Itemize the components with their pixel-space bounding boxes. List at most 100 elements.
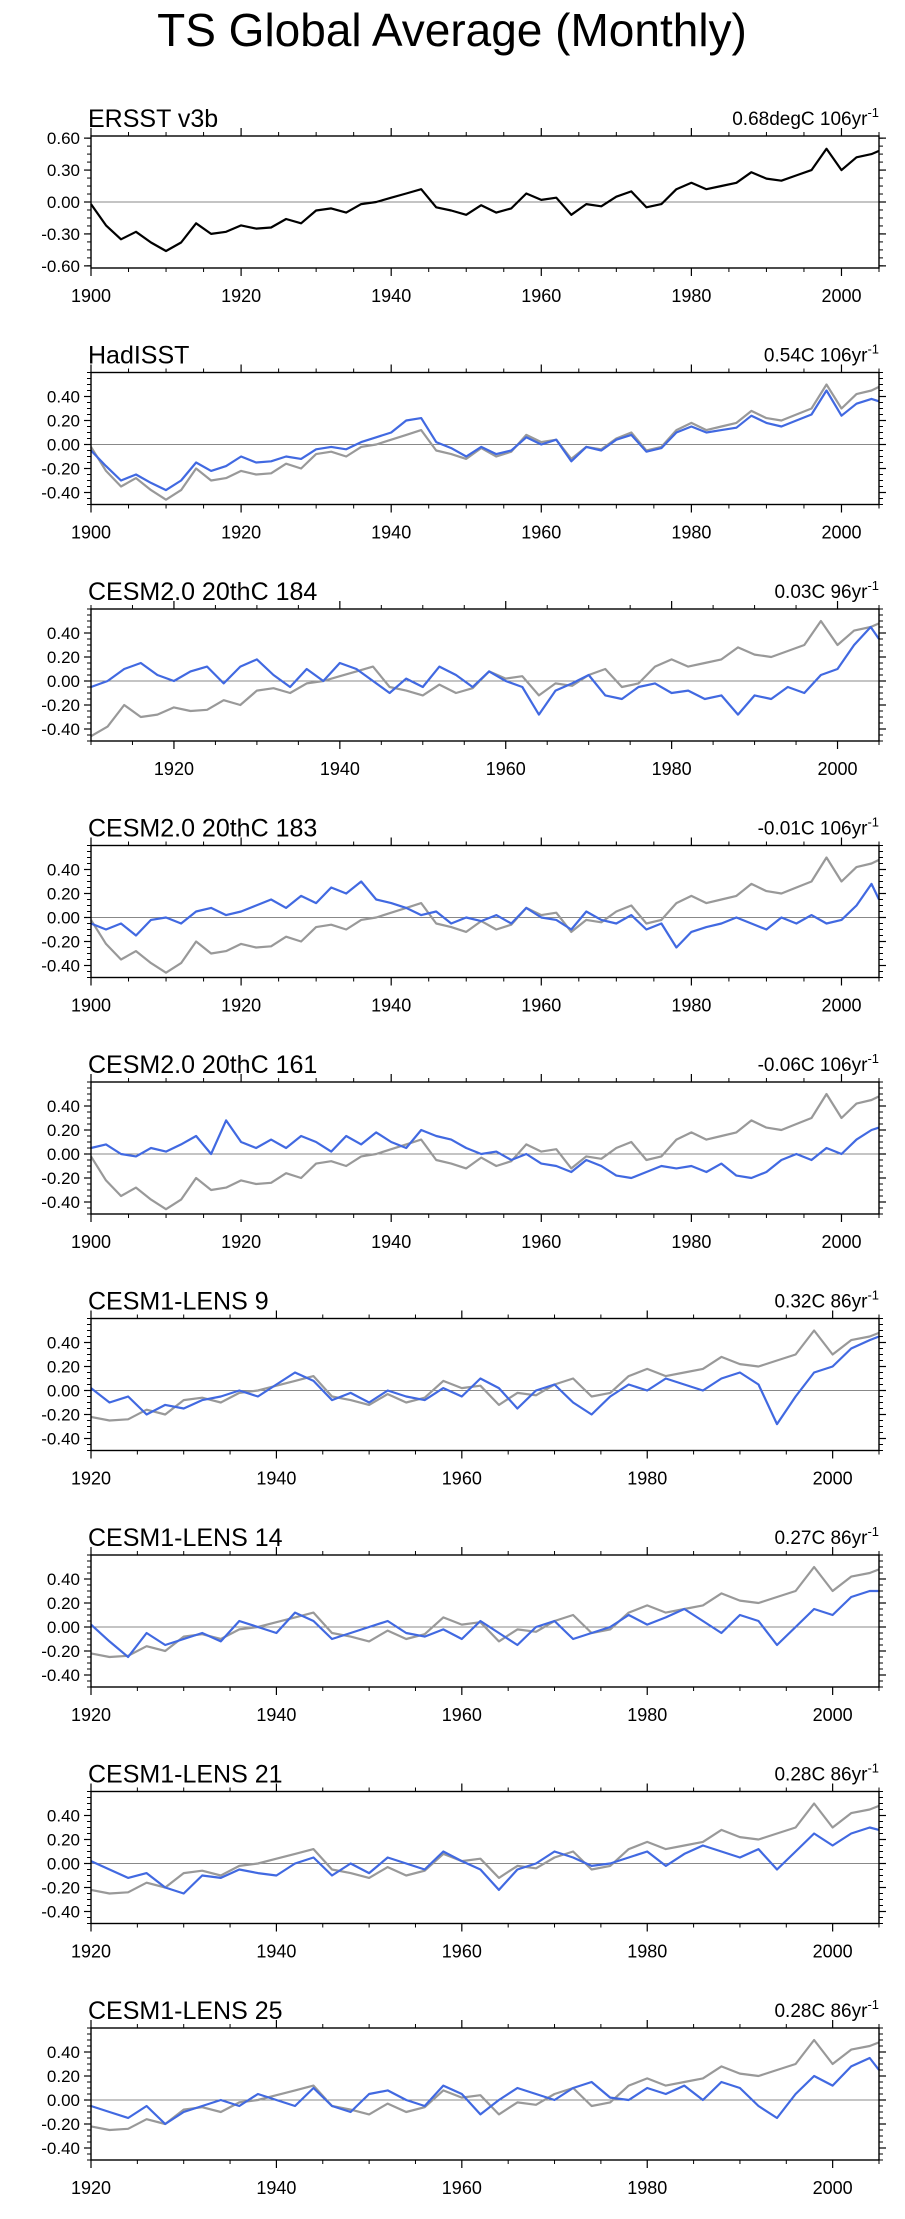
panels: ERSST v3b 0.68degC 106yr-1 0.60 0.30 0.00 -0.… xyxy=(41,105,886,2198)
x-tick-label: 1940 xyxy=(320,759,360,779)
panel-9: CESM1-LENS 25 0.28C 86yr-1 0.40 0.20 0.00 -0.… xyxy=(41,1997,886,2198)
trend-exponent: -1 xyxy=(867,342,879,357)
x-tick-label: 1980 xyxy=(671,286,711,306)
y-tick-label: 0.20 xyxy=(47,1594,80,1613)
plot-frame xyxy=(90,1554,880,1688)
y-tick-label: 0.40 xyxy=(47,2043,80,2062)
panel-trend: 0.03C 96yr-1 xyxy=(774,578,879,603)
x-tick-label: 1900 xyxy=(71,1232,111,1252)
y-tick-label: -0.20 xyxy=(41,696,80,715)
trend-exponent: -1 xyxy=(867,1524,879,1539)
series-line-primary xyxy=(90,389,880,492)
series-line-primary xyxy=(90,880,880,949)
x-tick-label: 2000 xyxy=(821,286,861,306)
x-tick-label: 1940 xyxy=(371,523,411,543)
y-tick-label: -0.40 xyxy=(41,957,80,976)
y-tick-label: -0.30 xyxy=(41,225,80,244)
x-tick-label: 1960 xyxy=(521,523,561,543)
panel-trend: 0.28C 86yr-1 xyxy=(774,1997,879,2022)
trend-exponent: -1 xyxy=(867,815,879,830)
x-tick-label: 2000 xyxy=(813,1705,853,1725)
y-tick-label: 0.30 xyxy=(47,161,80,180)
panel-title: CESM2.0 20thC 161 xyxy=(88,1051,317,1079)
series-line-primary xyxy=(90,625,880,716)
series-line-reference xyxy=(90,856,880,974)
panel-title: CESM1-LENS 25 xyxy=(88,1997,283,2025)
x-tick-label: 1960 xyxy=(442,1469,482,1489)
y-tick-label: 0.40 xyxy=(47,1097,80,1116)
y-tick-label: -0.20 xyxy=(41,1879,80,1898)
x-tick-label: 1920 xyxy=(221,1232,261,1252)
plot-frame xyxy=(90,371,880,506)
series-line-reference xyxy=(90,1092,880,1211)
panel-5: CESM2.0 20thC 161 -0.06C 106yr-1 0.40 0.20 0… xyxy=(41,1051,886,1252)
x-tick-label: 1980 xyxy=(627,1469,667,1489)
x-tick-label: 2000 xyxy=(813,1942,853,1962)
y-tick-label: -0.40 xyxy=(41,720,80,739)
panel-title: CESM2.0 20thC 184 xyxy=(88,578,317,606)
y-tick-label: -0.40 xyxy=(41,2139,80,2158)
panel-8: CESM1-LENS 21 0.28C 86yr-1 0.40 0.20 0.00 -0.… xyxy=(41,1761,886,1962)
y-tick-label: 0.00 xyxy=(47,1855,80,1874)
y-tick-label: 0.40 xyxy=(47,1807,80,1826)
series-line-primary xyxy=(90,147,880,253)
x-tick-label: 1940 xyxy=(371,286,411,306)
figure-title: TS Global Average (Monthly) xyxy=(157,4,747,56)
y-tick-label: 0.40 xyxy=(47,861,80,880)
x-tick-label: 1960 xyxy=(486,759,526,779)
x-tick-label: 1920 xyxy=(71,1469,111,1489)
x-tick-label: 1980 xyxy=(671,523,711,543)
x-tick-label: 1940 xyxy=(256,1942,296,1962)
x-tick-label: 1920 xyxy=(71,2178,111,2198)
series-line-reference xyxy=(90,383,880,501)
y-tick-label: 0.60 xyxy=(47,129,80,148)
panel-2: HadISST 0.54C 106yr-1 0.40 0.20 0.00 -0.20 -0.… xyxy=(41,342,886,543)
panel-title: CESM1-LENS 9 xyxy=(88,1288,269,1316)
x-tick-label: 1920 xyxy=(71,1942,111,1962)
x-tick-label: 2000 xyxy=(821,523,861,543)
y-tick-label: 0.00 xyxy=(47,2091,80,2110)
x-tick-label: 1980 xyxy=(627,2178,667,2198)
y-tick-label: -0.20 xyxy=(41,1406,80,1425)
panel-trend: -0.06C 106yr-1 xyxy=(758,1051,879,1076)
y-tick-label: 0.20 xyxy=(47,412,80,431)
y-tick-label: 0.00 xyxy=(47,1618,80,1637)
x-tick-label: 1980 xyxy=(627,1705,667,1725)
series-line-primary xyxy=(90,2056,880,2126)
y-tick-label: -0.40 xyxy=(41,484,80,503)
series-line-primary xyxy=(90,1589,879,1659)
panel-trend: 0.32C 86yr-1 xyxy=(774,1288,879,1313)
x-tick-label: 1940 xyxy=(371,996,411,1016)
y-tick-label: -0.40 xyxy=(41,1666,80,1685)
x-tick-label: 2000 xyxy=(813,1469,853,1489)
y-tick-label: -0.20 xyxy=(41,1642,80,1661)
trend-exponent: -1 xyxy=(867,578,879,593)
x-tick-label: 2000 xyxy=(821,1232,861,1252)
y-tick-label: -0.60 xyxy=(41,257,80,276)
panel-3: CESM2.0 20thC 184 0.03C 96yr-1 0.40 0.20 0.0… xyxy=(41,578,886,779)
x-tick-label: 1920 xyxy=(221,996,261,1016)
series-line-primary xyxy=(90,1119,880,1180)
y-tick-label: -0.20 xyxy=(41,1169,80,1188)
y-tick-label: 0.20 xyxy=(47,1831,80,1850)
x-tick-label: 1940 xyxy=(371,1232,411,1252)
panel-trend: 0.68degC 106yr-1 xyxy=(732,105,879,130)
y-tick-label: 0.00 xyxy=(47,1382,80,1401)
x-tick-label: 1980 xyxy=(671,996,711,1016)
trend-exponent: -1 xyxy=(867,1051,879,1066)
y-tick-label: 0.40 xyxy=(47,388,80,407)
x-tick-label: 1920 xyxy=(221,523,261,543)
panel-title: HadISST xyxy=(88,342,189,370)
y-tick-label: 0.20 xyxy=(47,648,80,667)
trend-exponent: -1 xyxy=(867,105,879,120)
y-tick-label: 0.20 xyxy=(47,885,80,904)
y-tick-label: -0.20 xyxy=(41,460,80,479)
x-tick-label: 2000 xyxy=(821,996,861,1016)
x-tick-label: 1940 xyxy=(256,2178,296,2198)
x-tick-label: 1960 xyxy=(521,286,561,306)
x-tick-label: 1960 xyxy=(521,996,561,1016)
panel-title: CESM2.0 20thC 183 xyxy=(88,815,317,843)
x-tick-label: 1900 xyxy=(71,996,111,1016)
x-tick-label: 1980 xyxy=(671,1232,711,1252)
y-tick-label: -0.20 xyxy=(41,2115,80,2134)
